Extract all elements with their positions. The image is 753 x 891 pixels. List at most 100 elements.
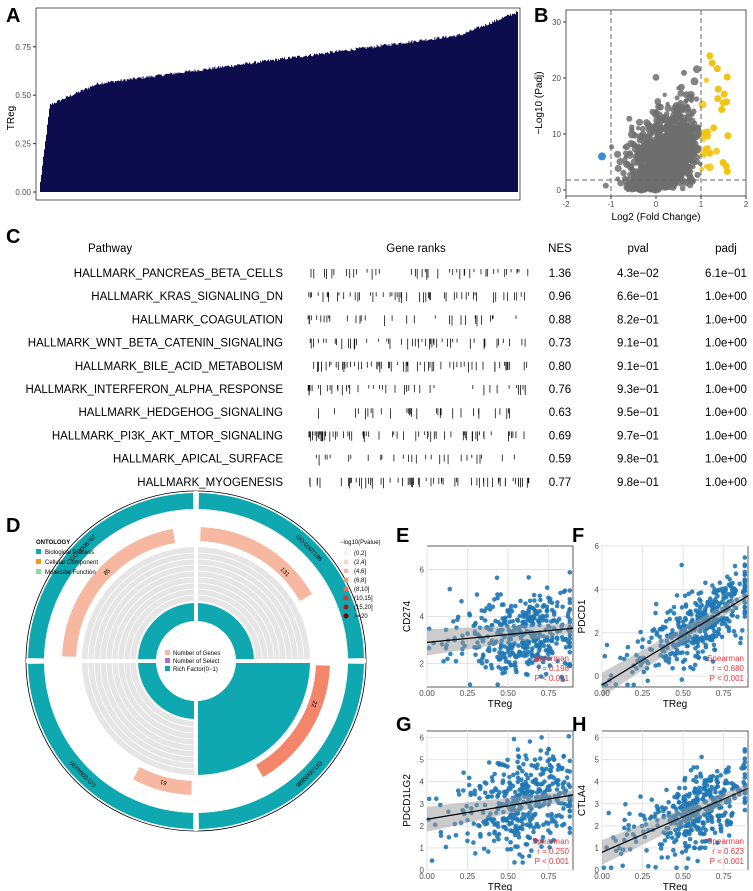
scatter-point [539,839,545,844]
volcano-point [660,148,669,156]
go-center-legend-swatch [165,658,170,663]
scatter-point [512,832,518,838]
scatter-point [461,770,466,775]
scatter-point [665,610,670,615]
scatter-point [542,790,547,795]
scatter-point [533,608,538,614]
scatter-point [558,590,563,596]
scatter-point [554,787,560,792]
scatter-point [489,775,495,780]
scatter-point [534,603,540,608]
volcano-xtick: -1 [607,200,615,209]
gsea-row: HALLMARK_KRAS_SIGNALING_DN 0.96 6.6e−01 1.0… [91,291,747,303]
go-circle-plot: GO:0006767 GO:0007186GO:0005886GO:0004930… [25,490,367,832]
gsea-nes: 0.96 [549,291,571,303]
volcano-point-up [714,85,722,93]
scatter-point [670,650,675,656]
scatter-point [679,562,684,568]
scatter-point [666,656,672,661]
scatter-point [683,844,689,849]
scatter-point [732,591,737,597]
scatter-point [490,778,495,784]
scatter-point [537,756,543,761]
scatter-point [682,777,687,783]
scatter-point [567,632,573,638]
scatter-point [663,618,669,624]
scatter-point [567,606,573,612]
gsea-padj: 1.0e+00 [705,338,747,350]
volcano-xtick: 1 [699,200,704,209]
gsea-header-padj: padj [715,243,737,255]
scatter-point [441,659,446,664]
scatter-point [563,636,569,642]
scatter-point [541,768,546,773]
scatter-xlabel: TReg [488,699,512,710]
scatter-ytick: 5 [420,756,425,765]
go-center-legend: Number of Select [173,659,220,665]
scatter-point [567,597,573,602]
scatter-point [515,770,520,776]
panel-a-ytick: 0.50 [15,91,31,100]
gsea-padj: 1.0e+00 [705,361,747,373]
volcano-point [677,124,685,132]
scatter-point [715,630,721,635]
scatter-point [704,778,710,784]
scatter-point [691,641,696,646]
scatter-point [742,747,748,752]
scatter-point [653,864,658,870]
scatter-stat-p: P < 0.001 [535,857,570,866]
scatter-point [515,844,520,850]
scatter-point [502,789,507,795]
scatter-point [649,797,654,802]
scatter-point [484,606,489,611]
scatter-point [714,777,719,783]
panel-f-label: F [572,525,584,547]
scatter-point [721,596,726,602]
volcano-point-up [723,73,731,81]
scatter-point [657,634,662,640]
volcano-ytick: 10 [552,130,561,139]
scatter-point [696,591,701,596]
scatter-point [548,774,554,779]
gsea-row: HALLMARK_PI3K_AKT_MTOR_SIGNALING 0.69 9.7e… [52,430,747,442]
gsea-pval: 4.3e−02 [617,268,659,280]
scatter-point [699,637,704,642]
scatter-point [529,660,535,665]
scatter-point [482,780,488,785]
scatter-point [698,789,703,795]
scatter-point [672,852,678,857]
volcano-point [661,162,670,170]
go-count-label: 22 [309,700,317,709]
volcano-point [682,91,690,99]
scatter-point [604,642,610,648]
scatter-point [671,604,677,610]
scatter-point [483,821,488,827]
scatter-point [690,821,696,827]
panel-b-label: B [534,5,548,27]
scatter-ytick: 1 [420,844,425,853]
go-count-arc [256,665,330,778]
scatter-ytick: 2 [420,822,425,831]
scatter-point [683,848,689,854]
scatter-point [494,575,500,581]
scatter-xtick: 0.00 [419,689,435,698]
scatter-point [641,669,647,675]
scatter-point [689,827,695,833]
pvalue-legend-item: (4,6] [354,569,366,575]
scatter-point [670,628,675,633]
scatter-point [700,795,706,801]
scatter-point [671,611,677,616]
scatter-point [555,600,560,605]
scatter-point [465,838,470,844]
volcano-xtick: 2 [744,200,749,209]
scatter-point [692,845,697,850]
go-bg-sector [197,547,310,660]
scatter-point [730,810,735,816]
scatter-point [601,865,607,871]
scatter-point [499,622,504,628]
scatter-point [510,619,515,624]
scatter-point [527,814,532,820]
volcano-point [678,181,684,187]
scatter-point [492,830,497,836]
scatter-point [707,838,712,843]
